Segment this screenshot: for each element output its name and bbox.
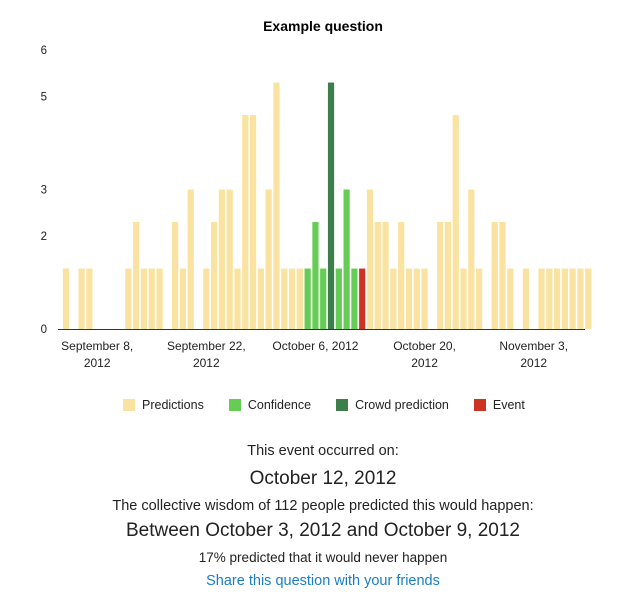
bar-predictions xyxy=(179,268,187,329)
share-question-link[interactable]: Share this question with your friends xyxy=(206,573,440,589)
bar-confidence xyxy=(320,268,327,329)
bar-predictions xyxy=(140,268,148,329)
legend-label: Crowd prediction xyxy=(355,398,449,412)
bar-crowd-prediction xyxy=(327,82,335,329)
bar-predictions xyxy=(249,115,257,329)
bar-predictions xyxy=(444,222,452,329)
bar-predictions xyxy=(203,268,210,329)
legend: Predictions Confidence Crowd prediction Eve… xyxy=(123,397,550,413)
bar-confidence xyxy=(351,268,358,329)
y-tick-label: 6 xyxy=(41,45,47,57)
legend-swatch xyxy=(123,399,135,411)
y-tick-label: 3 xyxy=(41,185,47,197)
legend-item-crowd-prediction: Crowd prediction xyxy=(336,398,449,412)
bar-predictions xyxy=(437,222,444,329)
legend-swatch xyxy=(228,399,241,411)
bar-predictions xyxy=(585,268,592,329)
bar-predictions xyxy=(265,189,272,329)
bar-event xyxy=(359,268,366,329)
bar-confidence xyxy=(343,189,350,329)
y-tick-label: 5 xyxy=(41,92,47,104)
bar-predictions xyxy=(491,222,498,329)
bar-predictions xyxy=(172,222,179,329)
y-axis-ticks: 0 2 3 5 6 xyxy=(41,45,47,336)
y-tick-label: 2 xyxy=(41,231,47,243)
legend-swatch xyxy=(473,399,486,411)
bar-predictions xyxy=(133,222,140,329)
bar-predictions xyxy=(522,268,529,329)
bar-predictions xyxy=(86,268,93,329)
x-tick-label: October 20, xyxy=(393,339,456,353)
bar-predictions xyxy=(366,189,374,329)
bar-predictions xyxy=(538,268,545,329)
bar-predictions xyxy=(234,268,241,329)
bar-confidence xyxy=(312,222,319,329)
legend-item-event: Event xyxy=(473,398,525,412)
x-tick-label: 2012 xyxy=(84,356,111,370)
x-tick-label: October 6, 2012 xyxy=(272,339,358,353)
x-axis-ticks: September 8, 2012 September 22, 2012 October… xyxy=(61,339,568,370)
bar-predictions xyxy=(398,222,405,329)
bar-predictions xyxy=(374,222,381,329)
bar-predictions xyxy=(460,268,467,329)
x-tick-label: 2012 xyxy=(411,356,438,370)
bar-predictions xyxy=(405,268,413,329)
bar-predictions xyxy=(499,222,506,329)
legend-item-predictions: Predictions xyxy=(123,398,204,412)
bar-predictions xyxy=(421,268,428,329)
bar-confidence xyxy=(304,268,311,329)
bar-predictions xyxy=(546,268,553,329)
legend-label: Predictions xyxy=(142,398,204,412)
bar-predictions xyxy=(78,268,85,329)
bars-group xyxy=(62,82,592,329)
never-happen-text: 17% predicted that it would never happen xyxy=(198,550,448,565)
bar-predictions xyxy=(288,268,296,329)
bar-predictions xyxy=(148,268,155,329)
wisdom-label: The collective wisdom of 112 people pred… xyxy=(112,498,534,514)
x-tick-label: September 8, xyxy=(61,339,133,353)
x-tick-label: November 3, xyxy=(499,339,568,353)
chart-title: Example question xyxy=(263,18,383,34)
y-tick-label: 0 xyxy=(41,324,47,336)
x-tick-label: 2012 xyxy=(520,356,547,370)
bar-predictions xyxy=(413,268,420,329)
bar-predictions xyxy=(561,268,568,329)
bar-predictions xyxy=(569,268,576,329)
bar-predictions xyxy=(226,189,233,329)
bar-confidence xyxy=(335,268,342,329)
bar-predictions xyxy=(382,222,389,329)
x-tick-label: 2012 xyxy=(193,356,220,370)
bar-predictions xyxy=(452,115,459,329)
bar-predictions xyxy=(156,268,163,329)
bar-predictions xyxy=(476,268,483,329)
legend-label: Confidence xyxy=(247,398,312,412)
bar-predictions xyxy=(553,268,561,329)
prediction-range: Between October 3, 2012 and October 9, 2… xyxy=(126,520,520,541)
bar-predictions xyxy=(273,82,280,329)
bar-predictions xyxy=(296,268,303,329)
bar-predictions xyxy=(390,268,397,329)
legend-swatch xyxy=(336,399,349,411)
bar-predictions xyxy=(281,268,288,329)
x-tick-label: September 22, xyxy=(167,339,246,353)
bar-chart: 0 2 3 5 6 September 8, 2012 September 22, 2012 O… xyxy=(41,45,592,370)
bar-predictions xyxy=(257,268,264,329)
bar-predictions xyxy=(242,115,249,329)
bar-predictions xyxy=(577,268,584,329)
occurred-date: October 12, 2012 xyxy=(249,468,397,489)
bar-predictions xyxy=(125,268,132,329)
bar-predictions xyxy=(62,268,70,329)
occurred-label: This event occurred on: xyxy=(247,443,399,459)
bar-predictions xyxy=(187,189,194,329)
bar-predictions xyxy=(468,189,475,329)
legend-item-confidence: Confidence xyxy=(228,398,312,412)
bar-predictions xyxy=(218,189,225,329)
bar-predictions xyxy=(211,222,218,329)
legend-label: Event xyxy=(492,398,525,412)
bar-predictions xyxy=(507,268,514,329)
